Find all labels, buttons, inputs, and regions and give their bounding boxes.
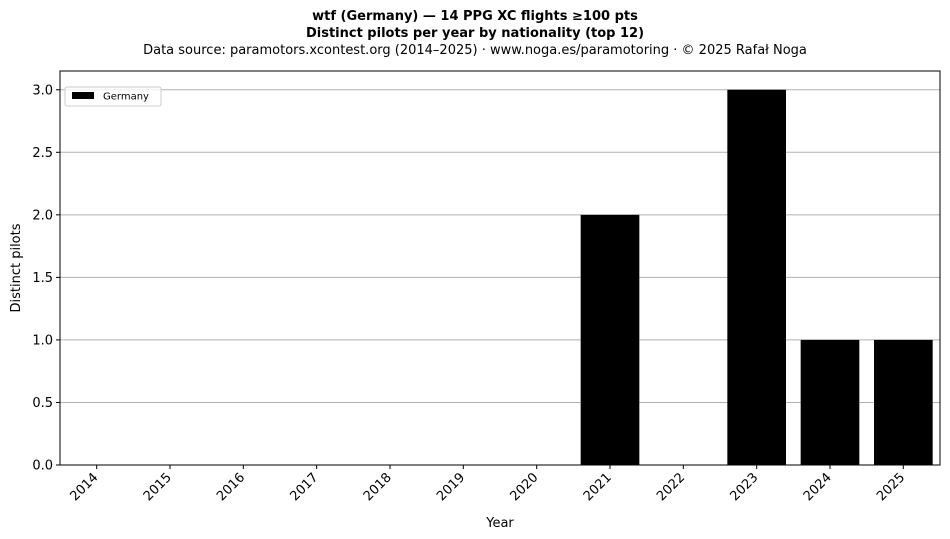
y-tick-label: 3.0: [32, 83, 53, 98]
y-tick-label: 0.0: [32, 459, 53, 474]
y-tick-label: 2.5: [32, 146, 53, 161]
legend: Germany: [64, 86, 162, 107]
x-tick-label: 2015: [141, 470, 175, 504]
legend-box: [64, 86, 162, 107]
x-tick-label: 2024: [801, 470, 835, 504]
y-axis-label: Distinct pilots: [9, 223, 24, 312]
chart-title: wtf (Germany) — 14 PPG XC flights ≥100 p…: [312, 9, 638, 24]
plot-frame: [59, 70, 941, 466]
legend-swatch: [72, 92, 94, 99]
bar-2025: [874, 339, 933, 465]
x-tick-label: 2016: [214, 470, 248, 504]
x-tick-label: 2019: [434, 470, 468, 504]
bars: [580, 89, 933, 465]
y-tick-label: 1.5: [32, 271, 53, 286]
x-tick-label: 2022: [654, 470, 688, 504]
y-tick-label: 0.5: [32, 396, 53, 411]
x-tick-label: 2023: [727, 470, 761, 504]
x-axis-ticks: 2014 2015 2016 2017 2018 2019 2020 2021 2022 2023…: [67, 465, 908, 504]
bar-2021: [580, 214, 640, 465]
x-tick-label: 2017: [287, 470, 321, 504]
bar-2023: [727, 89, 786, 465]
y-tick-label: 1.0: [32, 333, 53, 348]
y-axis-ticks: 0.0 0.5 1.0 1.5 2.0 2.5 3.0: [32, 83, 60, 474]
x-tick-label: 2025: [874, 470, 908, 504]
y-gridlines: [60, 89, 940, 403]
x-axis-label: Year: [485, 516, 514, 531]
legend-label: Germany: [103, 92, 149, 103]
chart-subtitle: Distinct pilots per year by nationality …: [305, 26, 645, 41]
x-tick-label: 2018: [361, 470, 395, 504]
data-source-line: Data source: paramotors.xcontest.org (20…: [143, 43, 807, 58]
bar-2024: [800, 339, 860, 465]
title-block: wtf (Germany) — 14 PPG XC flights ≥100 p…: [0, 8, 950, 59]
x-tick-label: 2020: [507, 470, 541, 504]
y-tick-label: 2.0: [32, 208, 53, 223]
x-tick-label: 2021: [581, 470, 615, 504]
x-tick-label: 2014: [67, 470, 101, 504]
